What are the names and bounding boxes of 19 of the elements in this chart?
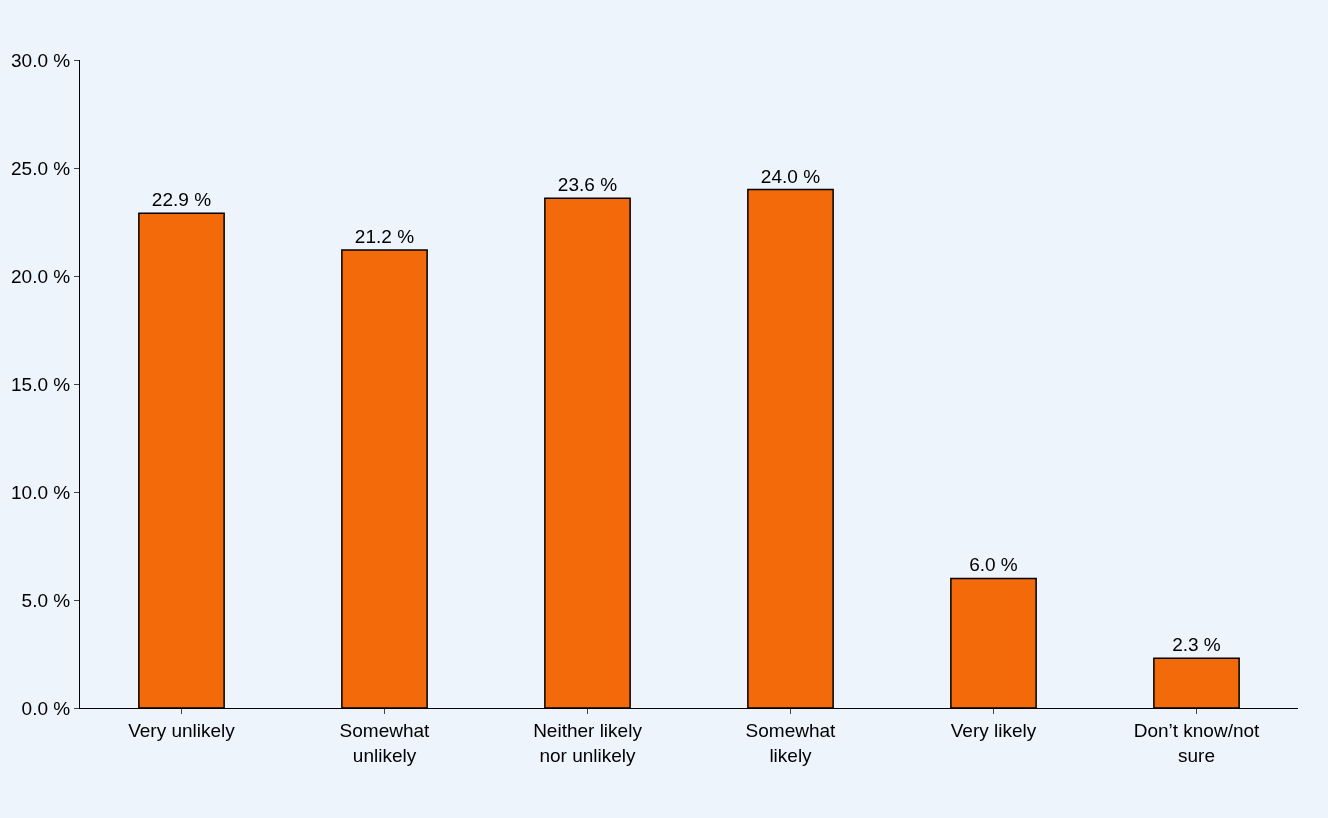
data-label: 21.2 % bbox=[354, 226, 415, 248]
x-tick-label: Don’t know/not sure bbox=[1133, 719, 1261, 766]
y-tick-label: 10.0 % bbox=[11, 481, 71, 503]
y-tick-label: 20.0 % bbox=[11, 265, 71, 287]
data-label: 6.0 % bbox=[969, 554, 1018, 576]
x-tick-label: Very unlikely bbox=[128, 719, 236, 741]
data-label: 23.6 % bbox=[557, 174, 618, 196]
y-tick-label: 5.0 % bbox=[21, 589, 71, 611]
y-tick-label: 0.0 % bbox=[21, 697, 71, 719]
x-tick-label: Somewhat unlikely bbox=[339, 719, 431, 766]
y-tick-label: 25.0 % bbox=[11, 157, 71, 179]
data-label: 24.0 % bbox=[760, 165, 821, 187]
data-label: 2.3 % bbox=[1172, 634, 1221, 656]
y-tick-label: 15.0 % bbox=[11, 373, 71, 395]
data-label: 22.9 % bbox=[151, 189, 212, 211]
x-tick-label: Somewhat likely bbox=[745, 719, 837, 766]
x-tick-label: Very likely bbox=[950, 719, 1037, 741]
y-tick-label: 30.0 % bbox=[11, 49, 71, 71]
x-tick-label: Neither likely nor unlikely bbox=[533, 719, 643, 766]
